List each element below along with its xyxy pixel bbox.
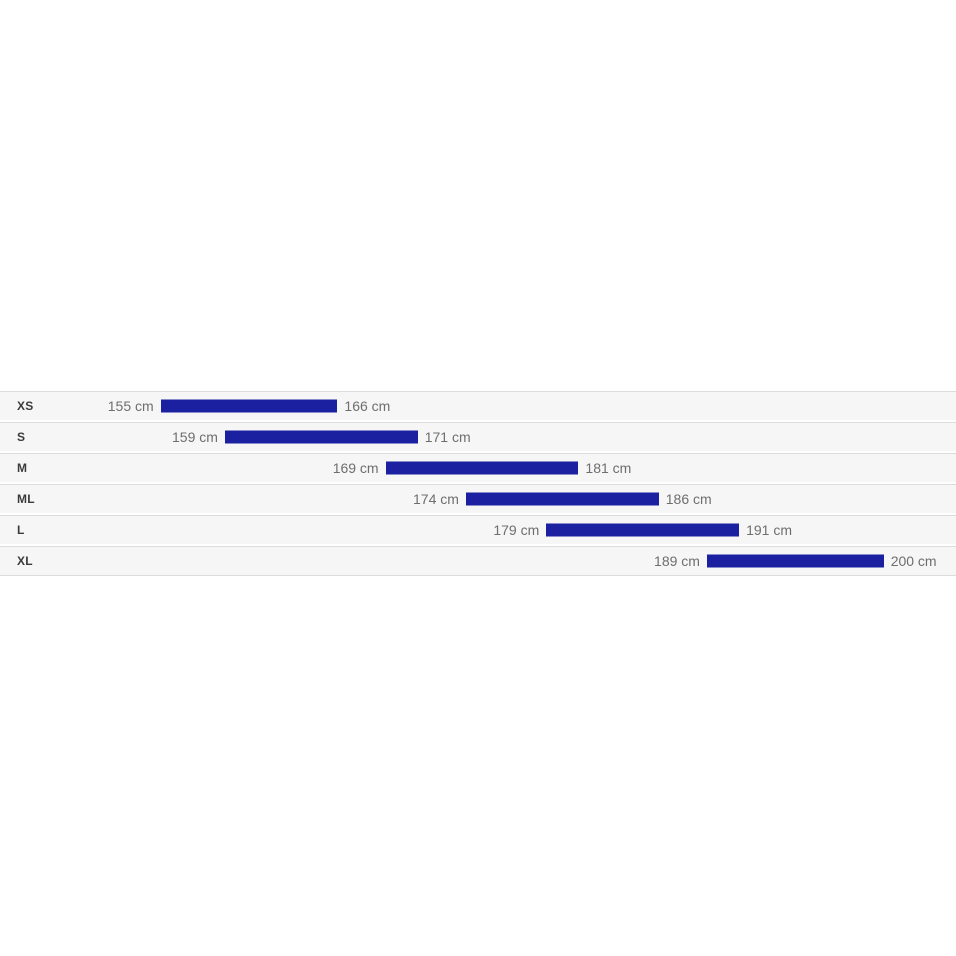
max-height-label: 181 cm: [585, 460, 632, 476]
size-label: XL: [17, 554, 33, 568]
size-label: L: [17, 523, 25, 537]
bar-track: 189 cm 200 cm: [0, 547, 956, 575]
bar-track: 174 cm 186 cm: [0, 485, 956, 513]
size-row-ml: ML 174 cm 186 cm: [0, 484, 956, 513]
min-height-label: 169 cm: [332, 460, 379, 476]
min-height-label: 155 cm: [107, 398, 154, 414]
min-height-label: 179 cm: [493, 522, 540, 538]
max-height-label: 186 cm: [665, 491, 712, 507]
min-height-label: 159 cm: [172, 429, 218, 445]
bar-track: 179 cm 191 cm: [0, 516, 956, 544]
min-height-label: 174 cm: [413, 491, 459, 507]
size-row-xl: XL 189 cm 200 cm: [0, 546, 956, 576]
size-label: S: [17, 430, 26, 444]
bar-track: 169 cm 181 cm: [0, 454, 956, 482]
height-range-bar: [160, 399, 338, 413]
size-label: ML: [17, 492, 35, 506]
height-range-bar: [465, 492, 659, 506]
height-range-bar: [224, 430, 418, 444]
max-height-label: 166 cm: [344, 398, 391, 414]
size-row-s: S 159 cm 171 cm: [0, 422, 956, 451]
max-height-label: 191 cm: [746, 522, 792, 538]
size-chart: XS 155 cm 166 cm S 159 cm 171 cm M 169 c…: [0, 389, 956, 576]
size-row-xs: XS 155 cm 166 cm: [0, 391, 956, 420]
size-row-m: M 169 cm 181 cm: [0, 453, 956, 482]
max-height-label: 200 cm: [890, 553, 937, 569]
size-label: M: [17, 461, 28, 475]
height-range-bar: [546, 523, 740, 537]
min-height-label: 189 cm: [654, 553, 700, 569]
size-row-l: L 179 cm 191 cm: [0, 515, 956, 544]
max-height-label: 171 cm: [424, 429, 471, 445]
bar-track: 155 cm 166 cm: [0, 392, 956, 420]
size-label: XS: [17, 399, 34, 413]
bar-track: 159 cm 171 cm: [0, 423, 956, 451]
height-range-bar: [706, 554, 884, 568]
height-range-bar: [385, 461, 579, 475]
